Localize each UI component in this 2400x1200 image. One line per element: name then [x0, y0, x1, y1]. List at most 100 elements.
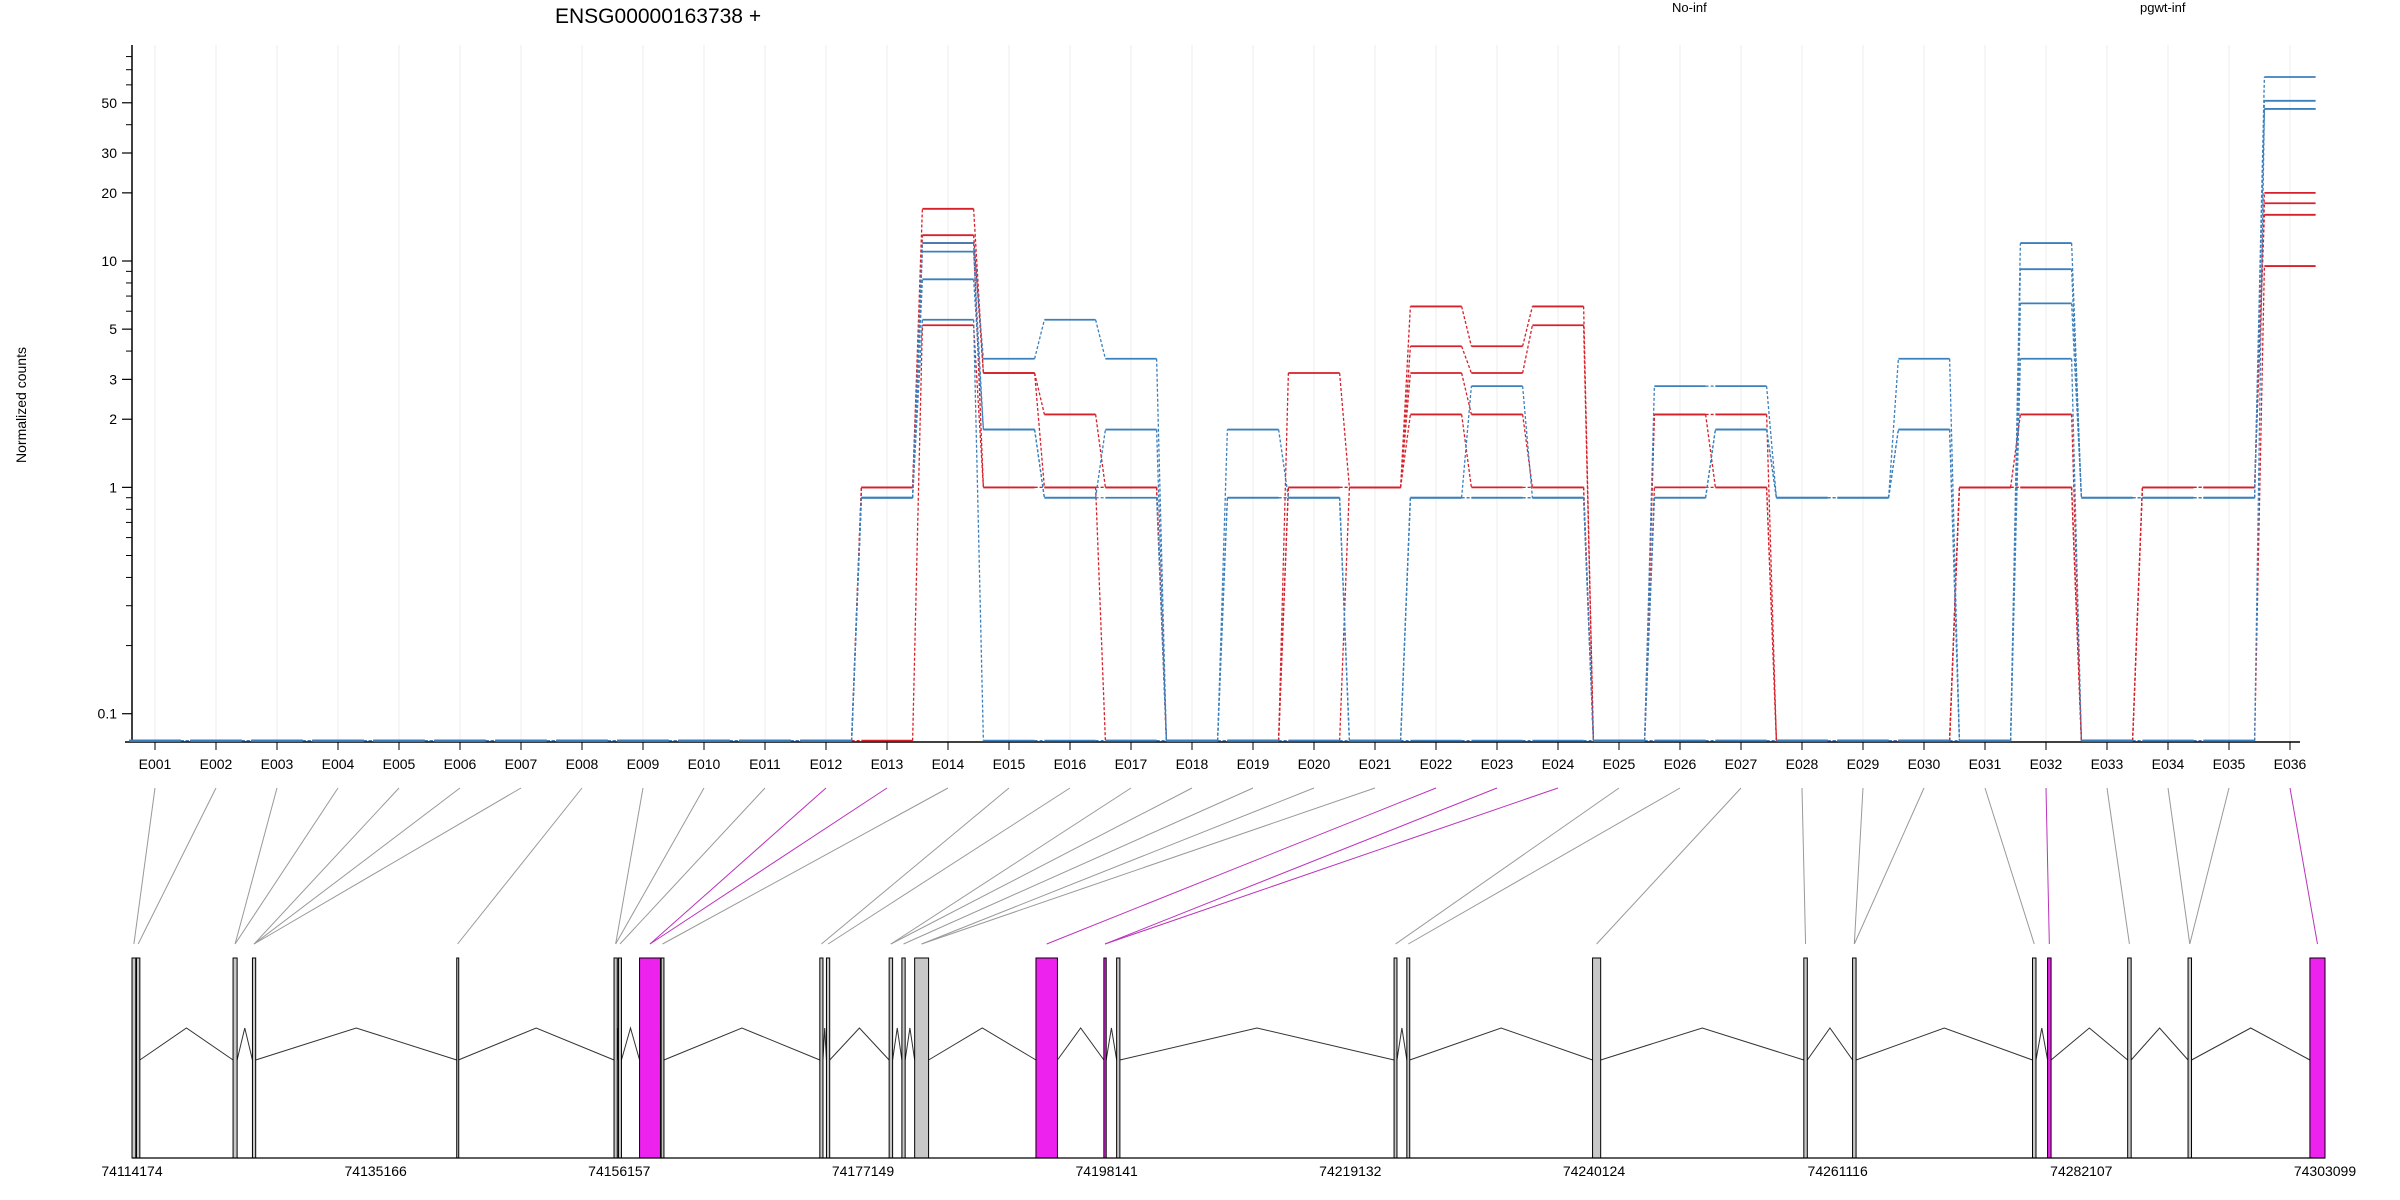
x-tick-label: E011 [749, 756, 781, 772]
x-tick-label: E022 [1420, 756, 1453, 772]
x-tick-label: E012 [810, 756, 843, 772]
connector-line [1801, 787, 1807, 945]
data-transition [1948, 358, 1961, 741]
data-transition [2009, 414, 2022, 488]
x-tick-label: E023 [1481, 756, 1514, 772]
connector-line [137, 787, 217, 945]
y-axis: 0.1 1 2 3 5 10 20 30 50 [98, 45, 133, 742]
connector-line [1596, 787, 1742, 945]
x-tick-label: E030 [1908, 756, 1941, 772]
data-transition [1948, 429, 1961, 741]
data-transition [1399, 414, 1412, 488]
intron-line [1855, 1027, 2033, 1061]
data-transition [911, 325, 924, 741]
x-tick-label: E010 [688, 756, 721, 772]
exon [2127, 957, 2132, 1159]
connector-line [2106, 787, 2130, 945]
connector-line [2167, 787, 2191, 945]
gene-model [131, 957, 2326, 1159]
data-transition [1094, 319, 1107, 359]
genomic-tick-label: 74135166 [345, 1163, 408, 1179]
intron-line [139, 1027, 234, 1061]
connector-line [2289, 787, 2318, 945]
connector-line [234, 787, 339, 945]
data-transition [1948, 487, 1961, 741]
exon [251, 957, 257, 1159]
exon [232, 957, 238, 1159]
connector-line [2189, 787, 2230, 945]
grid-lines [154, 45, 2291, 742]
data-transition [1765, 487, 1778, 741]
x-tick-label: E003 [261, 756, 294, 772]
exon-tested [1035, 957, 1058, 1159]
connector-line [253, 787, 522, 945]
x-tick-label: E007 [505, 756, 538, 772]
connector-line [662, 787, 949, 945]
exon [819, 957, 824, 1159]
x-tick-label: E035 [2213, 756, 2246, 772]
y-tick-label: 20 [101, 185, 117, 201]
exon [131, 957, 137, 1159]
y-tick-label: 0.1 [98, 706, 118, 722]
intron-line [822, 1027, 827, 1061]
connector-line [253, 787, 400, 945]
exon [825, 957, 831, 1159]
intron-line [829, 1027, 890, 1061]
intron-line [255, 1027, 457, 1061]
x-tick-label: E005 [383, 756, 416, 772]
series-pgwt-inf [129, 76, 2316, 742]
data-transition [1582, 306, 1595, 741]
x-tick-label: E034 [2152, 756, 2185, 772]
data-transition [1155, 497, 1168, 741]
data-transition [2009, 243, 2022, 741]
data-transition [1033, 372, 1046, 488]
data-transition [1461, 346, 1472, 374]
series-pgwt-inf [129, 107, 2316, 742]
intron-line [620, 1026, 641, 1061]
x-tick-label: E021 [1359, 756, 1392, 772]
x-tick-label: E032 [2030, 756, 2063, 772]
intron-line [2050, 1027, 2128, 1061]
connector-line [890, 787, 1193, 945]
y-tick-label: 30 [101, 145, 117, 161]
bin-to-exon-connectors [133, 787, 2318, 945]
data-transition [972, 325, 985, 488]
data-transition [1887, 358, 1900, 498]
x-tick-label: E029 [1847, 756, 1880, 772]
data-transition [1582, 497, 1595, 741]
connector-line [619, 787, 766, 945]
exon [1592, 957, 1602, 1159]
intron-line [1806, 1027, 1853, 1061]
intron-line [458, 1027, 615, 1061]
data-transition [2253, 108, 2266, 741]
y-tick-label: 2 [109, 411, 117, 427]
exon [1116, 957, 1121, 1159]
data-transition [972, 279, 985, 430]
data-transition [972, 319, 985, 741]
genomic-tick-label: 74156157 [588, 1163, 651, 1179]
data-transition [1765, 429, 1778, 498]
x-tick-label: E008 [566, 756, 599, 772]
data-transition [1704, 414, 1717, 488]
data-transition [1399, 346, 1412, 488]
connector-line [649, 787, 827, 945]
intron-line [1057, 1027, 1105, 1061]
exon [1406, 957, 1411, 1159]
intron-line [892, 1027, 903, 1061]
exon-tested [639, 957, 661, 1159]
exon [613, 957, 618, 1159]
data-transition [1094, 487, 1107, 741]
x-tick-label: E025 [1603, 756, 1636, 772]
x-tick-label: E031 [1969, 756, 2002, 772]
data-transition [1521, 414, 1534, 488]
data-transition [1643, 414, 1656, 741]
y-tick-label: 10 [101, 253, 117, 269]
x-tick-label: E024 [1542, 756, 1575, 772]
genomic-tick-label: 74114174 [101, 1163, 162, 1179]
connector-line [234, 787, 278, 945]
genomic-tick-label: 74240124 [1563, 1163, 1626, 1179]
connector-line [890, 787, 1132, 945]
connector-line [1853, 787, 1925, 945]
exon [901, 957, 906, 1159]
